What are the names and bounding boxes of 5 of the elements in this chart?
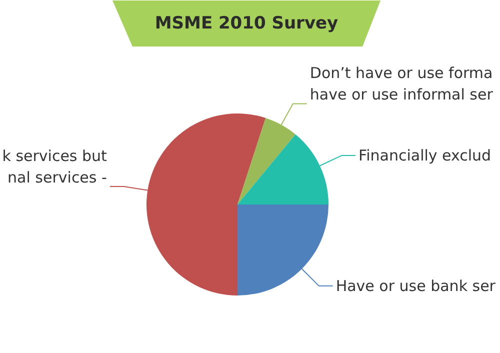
slice-label: Don’t have or use forma have or use informal ser [310, 64, 494, 104]
chart-title: MSME 2010 Survey [154, 14, 338, 34]
slice-label: Have or use bank ser [336, 276, 496, 295]
slice-label: k services but nal services - [2, 146, 108, 187]
slice-label: Financially exclud [358, 146, 492, 165]
